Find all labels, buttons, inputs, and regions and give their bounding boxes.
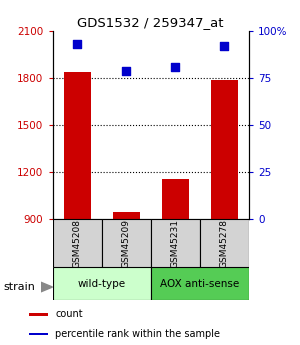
Point (222, 43, 227, 49)
Point (75, 41, 80, 47)
Text: GSM45208: GSM45208 (73, 219, 82, 268)
FancyBboxPatch shape (151, 219, 200, 267)
Text: AOX anti-sense: AOX anti-sense (160, 279, 239, 289)
Text: wild-type: wild-type (78, 279, 126, 289)
Text: GSM45209: GSM45209 (122, 219, 131, 268)
Text: percentile rank within the sample: percentile rank within the sample (55, 329, 220, 339)
FancyBboxPatch shape (151, 267, 249, 300)
Polygon shape (40, 282, 52, 292)
FancyBboxPatch shape (200, 219, 249, 267)
Text: count: count (55, 309, 83, 319)
FancyBboxPatch shape (52, 219, 102, 267)
Text: GSM45231: GSM45231 (171, 219, 180, 268)
FancyBboxPatch shape (102, 219, 151, 267)
Text: strain: strain (3, 282, 35, 292)
Bar (162, 179, 189, 219)
Bar (64, 72, 91, 219)
Text: GDS1532 / 259347_at: GDS1532 / 259347_at (77, 16, 223, 29)
Point (173, 64, 178, 70)
Bar (29, 333, 48, 335)
FancyBboxPatch shape (52, 267, 151, 300)
Bar (113, 213, 140, 219)
Point (124, 68, 129, 73)
Bar (211, 80, 238, 219)
Bar (29, 313, 48, 316)
Text: GSM45278: GSM45278 (220, 219, 229, 268)
